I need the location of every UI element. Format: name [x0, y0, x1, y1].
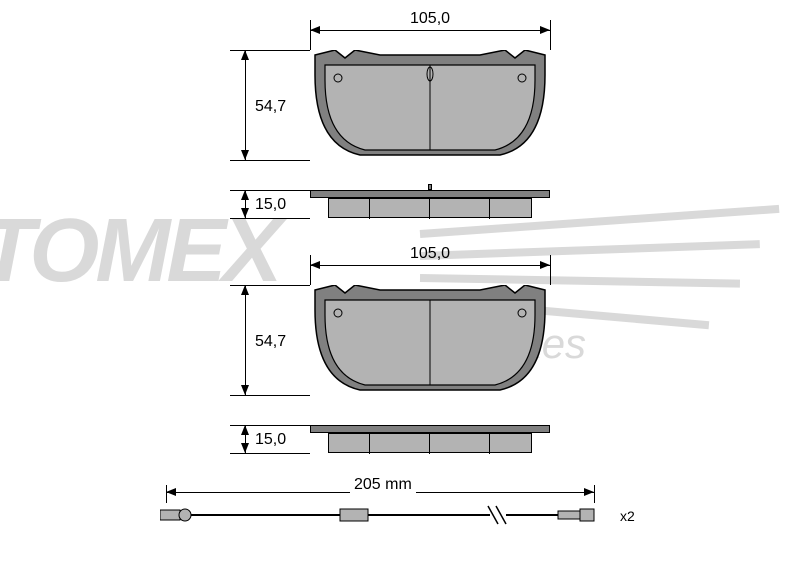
dim-line [310, 30, 550, 31]
dim-ext-line [230, 218, 310, 219]
dim-ext-line [550, 20, 551, 50]
arrow-down-icon [241, 208, 249, 218]
dim-line [245, 50, 246, 160]
dim-thickness-lower: 15,0 [255, 431, 286, 449]
dim-width-upper: 105,0 [410, 10, 450, 28]
wear-sensor [160, 500, 600, 530]
dim-thickness-upper: 15,0 [255, 196, 286, 214]
arrow-down-icon [241, 443, 249, 453]
watermark-brand: TOMEX [0, 200, 278, 303]
arrow-right-icon [540, 261, 550, 269]
arrow-up-icon [241, 50, 249, 60]
arrow-left-icon [310, 261, 320, 269]
dim-height-lower: 54,7 [255, 333, 286, 351]
arrow-right-icon [584, 488, 594, 496]
dim-ext-line [594, 485, 595, 503]
dim-line [245, 285, 246, 395]
brake-pad-lower-face [310, 285, 550, 395]
arrow-right-icon [540, 26, 550, 34]
arrow-up-icon [241, 285, 249, 295]
dim-ext-line [230, 453, 310, 454]
dim-ext-line [230, 395, 310, 396]
arrow-up-icon [241, 425, 249, 435]
brake-pad-lower-side [310, 425, 550, 453]
arrow-up-icon [241, 190, 249, 200]
brake-pad-upper-face [310, 50, 550, 160]
dim-ext-line [230, 160, 310, 161]
dim-height-upper: 54,7 [255, 98, 286, 116]
arrow-left-icon [310, 26, 320, 34]
arrow-down-icon [241, 150, 249, 160]
dim-line [310, 265, 550, 266]
arrow-down-icon [241, 385, 249, 395]
arrow-left-icon [166, 488, 176, 496]
dim-ext-line [310, 255, 311, 285]
dim-width-lower: 105,0 [410, 245, 450, 263]
brake-pad-upper-side [310, 190, 550, 218]
dim-sensor-length: 205 mm [350, 476, 416, 494]
dim-ext-line [310, 20, 311, 50]
dim-ext-line [550, 255, 551, 285]
sensor-count: x2 [620, 508, 635, 524]
